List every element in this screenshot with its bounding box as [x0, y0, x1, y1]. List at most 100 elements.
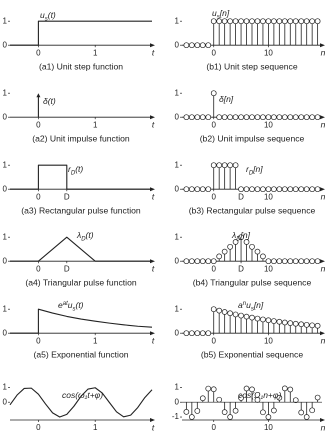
x-tick-label: 10: [264, 336, 273, 345]
stem-marker: [232, 311, 239, 318]
stem-marker: [205, 42, 212, 49]
function-curve: [10, 308, 153, 334]
stem-marker: [216, 18, 223, 25]
stem-marker: [210, 386, 217, 393]
stem-marker: [314, 114, 321, 121]
stem-marker: [221, 162, 228, 169]
stem-marker: [183, 186, 190, 193]
stem-marker: [260, 409, 266, 416]
stem-marker: [265, 258, 272, 265]
stem-marker: [183, 258, 190, 265]
y-tick-label: 1: [3, 232, 8, 241]
x-tick-label: D: [64, 264, 70, 273]
stem-marker: [303, 321, 310, 328]
stem-marker: [232, 162, 239, 169]
axis-arrow: [150, 43, 155, 48]
annotation-part: (t): [48, 10, 56, 20]
stem-marker: [254, 186, 261, 193]
axis-arrow: [320, 187, 325, 192]
stem-marker: [276, 394, 283, 401]
x-tick-label: 1: [93, 423, 98, 432]
y-tick-label: 0: [3, 40, 8, 49]
y-tick-label: 1: [175, 16, 180, 25]
annotation-part: (t): [75, 164, 83, 174]
stem-marker: [183, 409, 190, 415]
x-tick-label: 0: [211, 423, 216, 432]
axis-arrow: [320, 418, 325, 422]
axis-arrow: [150, 115, 155, 120]
stem-marker: [314, 394, 321, 401]
stem-marker: [303, 414, 310, 420]
annotation-part: at: [63, 301, 68, 307]
stem-marker: [249, 186, 255, 193]
stem-marker: [314, 18, 321, 25]
stem-marker: [188, 414, 195, 420]
x-tick-label: 0: [211, 192, 216, 201]
x-tick-label: 10: [264, 120, 273, 129]
y-tick-label: 0: [3, 112, 8, 121]
annotation-part: a: [238, 300, 243, 310]
stem-marker: [205, 186, 212, 193]
stem-marker: [199, 258, 206, 265]
x-tick-label: 1: [93, 336, 98, 345]
x-tick-label: D: [64, 192, 70, 201]
stem-marker: [205, 385, 212, 392]
stem-marker: [303, 114, 310, 121]
stem-marker: [287, 114, 294, 121]
axis-arrow: [320, 259, 325, 264]
stem-marker: [292, 397, 299, 404]
x-axis-label: n: [321, 119, 326, 129]
y-tick-label: 0: [3, 184, 8, 193]
stem-marker: [309, 258, 316, 265]
x-tick-label: 0: [36, 336, 41, 345]
stem-marker: [309, 114, 316, 121]
stem-marker: [265, 317, 272, 324]
annotation: us(t): [40, 10, 56, 22]
stem-marker: [260, 316, 266, 323]
stem-marker: [249, 114, 255, 121]
stem-marker: [298, 18, 305, 25]
stem-marker: [232, 18, 239, 25]
annotation-part: r: [246, 164, 250, 174]
stem-marker: [199, 395, 206, 402]
x-axis-label: t: [152, 335, 155, 345]
annotation: rD[n]: [246, 164, 263, 176]
annotation-part: u: [246, 300, 251, 310]
stem-marker: [194, 186, 201, 193]
stem-marker: [276, 258, 283, 265]
x-tick-label: 0: [211, 336, 216, 345]
stem-marker: [271, 407, 277, 414]
annotation-part: D: [249, 170, 254, 176]
y-tick-label: 1: [175, 383, 180, 392]
stem-marker: [292, 320, 299, 327]
x-axis-label: n: [321, 263, 326, 273]
stem-marker: [298, 114, 305, 121]
y-tick-label: 1: [175, 160, 180, 169]
stem-marker: [238, 18, 244, 25]
stem-marker: [194, 42, 201, 49]
stem-marker: [265, 414, 272, 420]
stem-marker: [243, 313, 250, 320]
stem-marker: [238, 312, 244, 319]
stem-marker: [205, 330, 212, 337]
stem-marker: [216, 114, 223, 121]
x-tick-label: 0: [211, 48, 216, 57]
x-tick-label: 0: [36, 192, 41, 201]
annotation-part: u: [68, 300, 73, 310]
stem-marker: [292, 114, 299, 121]
annotation-part: [n]: [240, 230, 251, 240]
stem-marker: [227, 243, 233, 250]
stem-marker: [199, 330, 206, 337]
x-tick-label: 0: [36, 48, 41, 57]
stem-marker: [254, 315, 261, 322]
stem-marker: [227, 114, 233, 121]
caption: (a5) Exponential function: [33, 349, 128, 359]
stem-marker: [265, 114, 272, 121]
stem-marker: [238, 114, 244, 121]
axis-arrow: [320, 43, 325, 48]
stem-marker: [227, 310, 233, 317]
y-tick-label: 1: [175, 88, 180, 97]
function-curve: [9, 387, 153, 418]
y-tick-label: 0: [3, 397, 8, 406]
stem-marker: [309, 407, 316, 414]
